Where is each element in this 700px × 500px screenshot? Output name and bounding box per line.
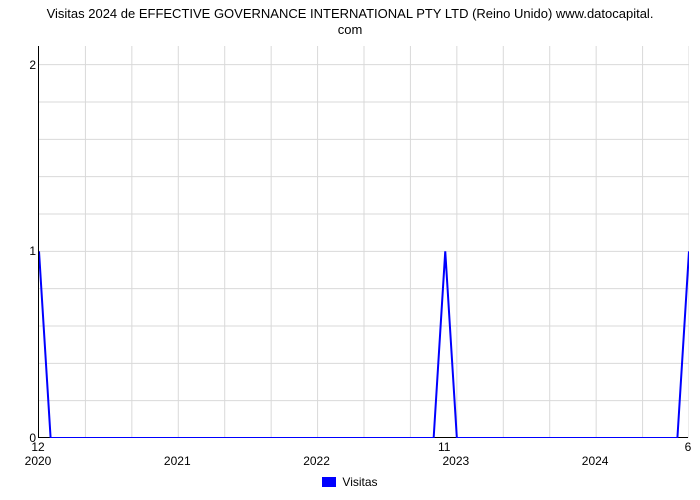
x-tick-label: 2021 <box>164 454 191 468</box>
legend: Visitas <box>0 474 700 489</box>
point-annotation: 6 <box>685 440 692 454</box>
y-tick-label: 2 <box>6 58 36 72</box>
point-annotation: 12 <box>31 440 44 454</box>
x-tick-label: 2020 <box>25 454 52 468</box>
chart-title: Visitas 2024 de EFFECTIVE GOVERNANCE INT… <box>0 0 700 39</box>
x-tick-label: 2023 <box>442 454 469 468</box>
chart-container: Visitas 2024 de EFFECTIVE GOVERNANCE INT… <box>0 0 700 500</box>
plot-svg <box>39 46 689 438</box>
x-tick-label: 2024 <box>582 454 609 468</box>
y-tick-label: 1 <box>6 244 36 258</box>
x-tick-label: 2022 <box>303 454 330 468</box>
plot-area <box>38 46 688 438</box>
legend-label: Visitas <box>342 475 377 489</box>
legend-swatch <box>322 477 336 487</box>
point-annotation: 11 <box>438 440 450 454</box>
